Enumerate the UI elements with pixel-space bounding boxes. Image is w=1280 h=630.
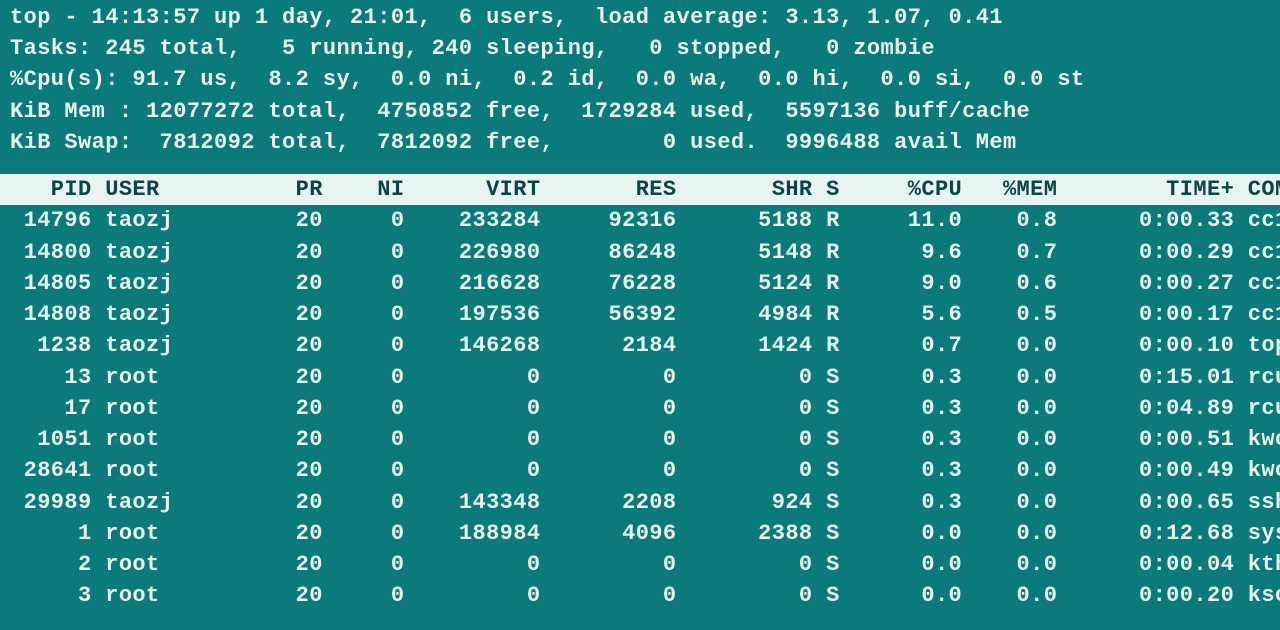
process-row: 1051 root 20 0 0 0 0 S 0.3 0.0 0:00.51 k… [10, 424, 1270, 455]
top-summary-line-3: %Cpu(s): 91.7 us, 8.2 sy, 0.0 ni, 0.2 id… [10, 64, 1270, 95]
process-row: 14796 taozj 20 0 233284 92316 5188 R 11.… [10, 205, 1270, 236]
top-summary-line-4: KiB Mem : 12077272 total, 4750852 free, … [10, 96, 1270, 127]
top-summary-line-2: Tasks: 245 total, 5 running, 240 sleepin… [10, 33, 1270, 64]
process-row: 1 root 20 0 188984 4096 2388 S 0.0 0.0 0… [10, 518, 1270, 549]
process-row: 2 root 20 0 0 0 0 S 0.0 0.0 0:00.04 kthr… [10, 549, 1270, 580]
process-list: 14796 taozj 20 0 233284 92316 5188 R 11.… [10, 205, 1270, 611]
process-row: 17 root 20 0 0 0 0 S 0.3 0.0 0:04.89 rcu… [10, 393, 1270, 424]
process-row: 13 root 20 0 0 0 0 S 0.3 0.0 0:15.01 rcu… [10, 362, 1270, 393]
blank-line [10, 158, 1270, 174]
process-row: 14805 taozj 20 0 216628 76228 5124 R 9.0… [10, 268, 1270, 299]
top-summary-line-5: KiB Swap: 7812092 total, 7812092 free, 0… [10, 127, 1270, 158]
process-row: 14800 taozj 20 0 226980 86248 5148 R 9.6… [10, 237, 1270, 268]
process-row: 28641 root 20 0 0 0 0 S 0.3 0.0 0:00.49 … [10, 455, 1270, 486]
process-row: 3 root 20 0 0 0 0 S 0.0 0.0 0:00.20 ksof… [10, 580, 1270, 611]
process-table-header: PID USER PR NI VIRT RES SHR S %CPU %MEM … [0, 174, 1280, 205]
process-row: 1238 taozj 20 0 146268 2184 1424 R 0.7 0… [10, 330, 1270, 361]
process-row: 29989 taozj 20 0 143348 2208 924 S 0.3 0… [10, 487, 1270, 518]
process-row: 14808 taozj 20 0 197536 56392 4984 R 5.6… [10, 299, 1270, 330]
top-summary-line-1: top - 14:13:57 up 1 day, 21:01, 6 users,… [10, 2, 1270, 33]
